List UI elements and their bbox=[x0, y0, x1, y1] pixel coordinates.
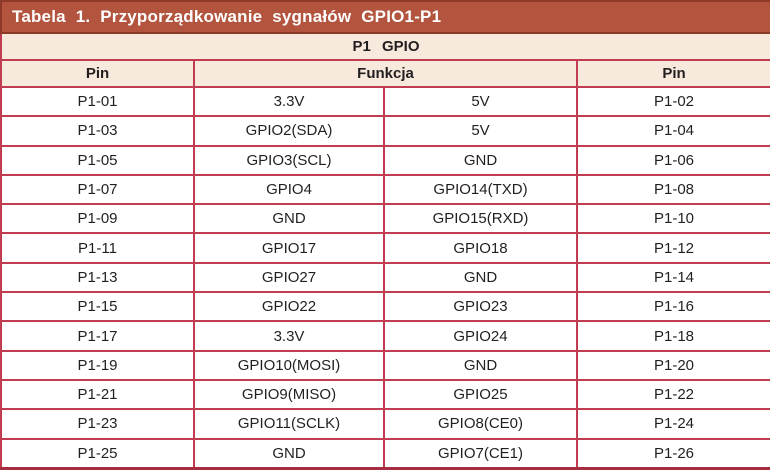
table-row: P1-15 GPIO22 GPIO23 P1-16 bbox=[0, 291, 770, 323]
table-row: P1-07 GPIO4 GPIO14(TXD) P1-08 bbox=[0, 173, 770, 206]
table-cell: P1-15 bbox=[0, 291, 195, 323]
table-cell: 3.3V bbox=[193, 320, 385, 352]
table-cell: P1-19 bbox=[0, 349, 195, 381]
table-row: P1-17 3.3V GPIO24 P1-18 bbox=[0, 320, 770, 352]
table-cell: P1-16 bbox=[575, 291, 770, 323]
table-cell: P1-05 bbox=[0, 144, 195, 176]
table-cell: P1-06 bbox=[575, 144, 770, 176]
table-cell: P1-11 bbox=[0, 232, 195, 264]
group-header: P1 GPIO bbox=[0, 32, 770, 61]
column-header-row: Pin Funkcja Pin bbox=[0, 59, 770, 88]
table-cell: GPIO8(CE0) bbox=[383, 408, 578, 440]
table-cell: P1-22 bbox=[575, 378, 770, 411]
table-row: P1-25 GND GPIO7(CE1) P1-26 bbox=[0, 437, 770, 470]
col-header-funkcja: Funkcja bbox=[193, 59, 578, 88]
table-cell: GPIO9(MISO) bbox=[193, 378, 385, 411]
table-cell: P1-25 bbox=[0, 437, 195, 470]
table-cell: GPIO22 bbox=[193, 291, 385, 323]
table-cell: GPIO17 bbox=[193, 232, 385, 264]
table-row: P1-09 GND GPIO15(RXD) P1-10 bbox=[0, 203, 770, 235]
table-cell: GND bbox=[383, 349, 578, 381]
table-title-row: Tabela 1. Przyporządkowanie sygnałów GPI… bbox=[0, 0, 770, 34]
table-cell: GPIO27 bbox=[193, 261, 385, 294]
table-row: P1-23 GPIO11(SCLK) GPIO8(CE0) P1-24 bbox=[0, 408, 770, 440]
table-cell: 3.3V bbox=[193, 85, 385, 118]
table-cell: GND bbox=[193, 437, 385, 470]
table-cell: GPIO2(SDA) bbox=[193, 115, 385, 147]
table-cell: P1-23 bbox=[0, 408, 195, 440]
table-cell: P1-24 bbox=[575, 408, 770, 440]
table-title: Tabela 1. Przyporządkowanie sygnałów GPI… bbox=[0, 0, 770, 34]
table-cell: 5V bbox=[383, 85, 578, 118]
table-cell: P1-20 bbox=[575, 349, 770, 381]
table-cell: GPIO18 bbox=[383, 232, 578, 264]
col-header-pin-right: Pin bbox=[575, 59, 770, 88]
table-row: P1-21 GPIO9(MISO) GPIO25 P1-22 bbox=[0, 378, 770, 411]
table-cell: P1-17 bbox=[0, 320, 195, 352]
table-cell: GPIO23 bbox=[383, 291, 578, 323]
col-header-pin-left: Pin bbox=[0, 59, 195, 88]
table-cell: GPIO10(MOSI) bbox=[193, 349, 385, 381]
table-cell: GPIO24 bbox=[383, 320, 578, 352]
table-cell: P1-02 bbox=[575, 85, 770, 118]
table-cell: 5V bbox=[383, 115, 578, 147]
table-row: P1-13 GPIO27 GND P1-14 bbox=[0, 261, 770, 294]
table-cell: GPIO25 bbox=[383, 378, 578, 411]
table-cell: P1-07 bbox=[0, 173, 195, 206]
table-cell: GPIO4 bbox=[193, 173, 385, 206]
table-cell: GPIO7(CE1) bbox=[383, 437, 578, 470]
table-body: P1-01 3.3V 5V P1-02 P1-03 GPIO2(SDA) 5V P1-04 P1… bbox=[0, 85, 770, 470]
table-cell: P1-26 bbox=[575, 437, 770, 470]
table-row: P1-03 GPIO2(SDA) 5V P1-04 bbox=[0, 115, 770, 147]
table-row: P1-01 3.3V 5V P1-02 bbox=[0, 85, 770, 118]
table-cell: P1-01 bbox=[0, 85, 195, 118]
group-header-row: P1 GPIO bbox=[0, 32, 770, 61]
table-cell: P1-10 bbox=[575, 203, 770, 235]
table-cell: P1-03 bbox=[0, 115, 195, 147]
table-cell: GPIO3(SCL) bbox=[193, 144, 385, 176]
table-cell: P1-14 bbox=[575, 261, 770, 294]
table-cell: GND bbox=[383, 261, 578, 294]
table-cell: P1-04 bbox=[575, 115, 770, 147]
table-cell: GPIO11(SCLK) bbox=[193, 408, 385, 440]
table-cell: GPIO14(TXD) bbox=[383, 173, 578, 206]
table-cell: P1-08 bbox=[575, 173, 770, 206]
table-cell: GND bbox=[383, 144, 578, 176]
table-row: P1-11 GPIO17 GPIO18 P1-12 bbox=[0, 232, 770, 264]
table-cell: P1-18 bbox=[575, 320, 770, 352]
table-row: P1-19 GPIO10(MOSI) GND P1-20 bbox=[0, 349, 770, 381]
table-cell: GPIO15(RXD) bbox=[383, 203, 578, 235]
table-cell: P1-12 bbox=[575, 232, 770, 264]
table-cell: P1-09 bbox=[0, 203, 195, 235]
table-cell: P1-21 bbox=[0, 378, 195, 411]
table-row: P1-05 GPIO3(SCL) GND P1-06 bbox=[0, 144, 770, 176]
table-cell: GND bbox=[193, 203, 385, 235]
table-cell: P1-13 bbox=[0, 261, 195, 294]
